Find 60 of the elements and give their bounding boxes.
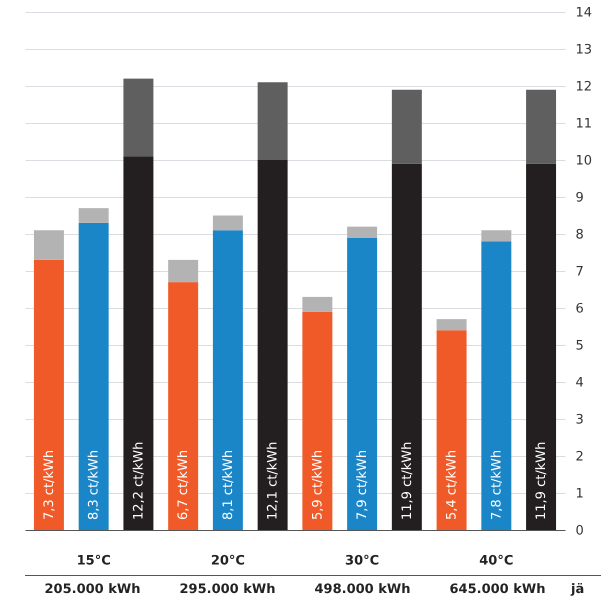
data-label: 8,1 ct/kWh (220, 450, 236, 520)
bar (123, 78, 154, 156)
total-label: 11,9 ct/kWh (400, 442, 415, 520)
x-tick-label: 40°C (479, 554, 514, 568)
text: 205.000 kWh (44, 582, 142, 597)
text: 295.000 kWh (178, 582, 276, 597)
bar (436, 319, 467, 330)
x-tick-label: 20°C (210, 554, 245, 568)
data-label: 7,9 ct/kWh (355, 450, 370, 520)
y-tick-label: 10 (576, 154, 592, 168)
y-tick-label: 6 (576, 302, 584, 316)
y-tick-label: 13 (576, 42, 592, 58)
bar (78, 222, 109, 530)
y-tick-label: 3 (576, 412, 584, 428)
bar (481, 230, 512, 242)
y-tick-label: 1 (576, 486, 584, 502)
bar (347, 238, 378, 530)
bar (302, 312, 332, 530)
text: 645.000 kWh (448, 582, 546, 597)
y-tick-label: 14 (576, 6, 592, 20)
bar (392, 90, 422, 164)
total-label: 12,1 ct/kWh (266, 442, 281, 520)
bar (436, 330, 467, 530)
x-tick-label: 30°C (345, 554, 380, 568)
bar (212, 216, 243, 230)
bar (258, 160, 288, 530)
bar (168, 282, 198, 530)
data-label: 5,9 ct/kWh (310, 450, 326, 520)
bar (34, 230, 64, 260)
bar (526, 164, 556, 530)
data-label: 5,4 ct/kWh (444, 450, 460, 520)
y-tick-label: 5 (576, 338, 584, 354)
bar (526, 90, 556, 164)
data-label: 6,7 ct/kWh (176, 450, 192, 520)
y-tick-label: 4 (576, 376, 584, 390)
data-label: 8,3 ct/kWh (86, 450, 102, 520)
y-tick-label: 0 (576, 524, 584, 538)
y-tick-label: 11 (576, 116, 592, 132)
bar (34, 260, 64, 530)
y-tick-label: 12 (576, 80, 592, 94)
total-label: 12,2 ct/kWh (131, 442, 146, 520)
bar (258, 82, 288, 160)
bar (392, 164, 422, 530)
y-tick-label: 2 (576, 450, 584, 464)
bar (78, 208, 109, 223)
text: jä (571, 582, 584, 597)
y-tick-label: 8 (576, 228, 584, 242)
bar (481, 241, 512, 530)
data-label: 7,8 ct/kWh (489, 450, 504, 520)
total-label: 11,9 ct/kWh (534, 442, 550, 520)
bar (168, 260, 198, 282)
x-tick-label: 15°C (76, 554, 111, 568)
bar (302, 296, 332, 312)
bar (347, 226, 378, 238)
data-label: 7,3 ct/kWh (42, 450, 57, 520)
text: 498.000 kWh (314, 582, 412, 597)
bar (212, 230, 243, 530)
y-tick-label: 7 (576, 264, 584, 280)
y-tick-label: 9 (576, 190, 584, 206)
bar (123, 156, 154, 530)
